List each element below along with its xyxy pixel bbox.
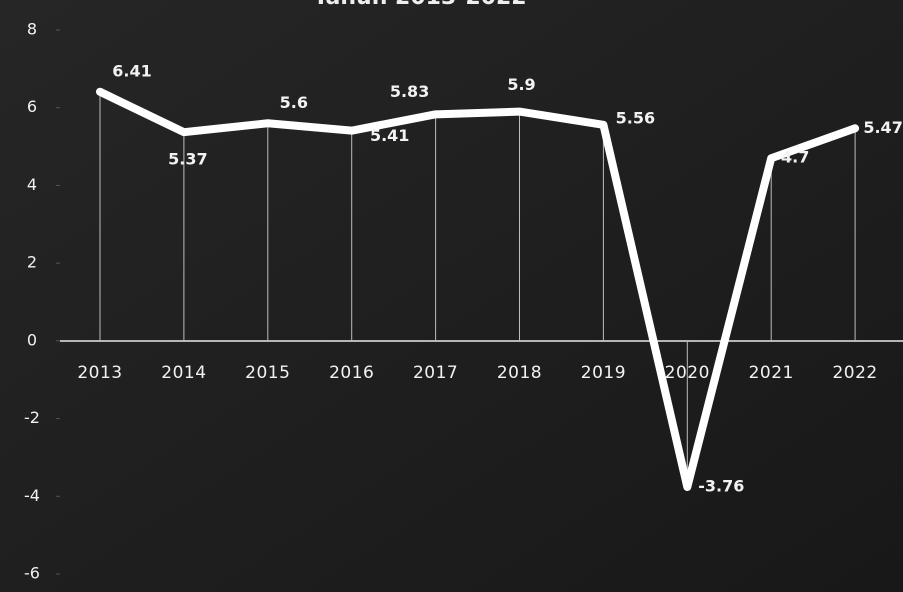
data-point — [348, 127, 355, 134]
data-point — [516, 108, 523, 115]
y-tick-label: -4 — [24, 486, 40, 505]
y-tick-label: 8 — [27, 20, 37, 39]
data-point — [97, 88, 103, 95]
x-tick-label: 2019 — [581, 363, 626, 383]
y-tick-label: 0 — [27, 330, 37, 349]
x-tick-label: 2018 — [497, 363, 542, 383]
y-tick-label: 6 — [27, 97, 37, 116]
y-tick-label: 2 — [27, 253, 37, 272]
x-tick-label: 2021 — [749, 363, 794, 383]
data-label: -3.76 — [698, 476, 744, 495]
data-label: 6.41 — [112, 61, 151, 80]
data-label: 5.37 — [168, 150, 207, 169]
x-tick-label: 2016 — [329, 363, 374, 383]
data-label: 5.47 — [863, 118, 902, 137]
y-tick-label: -2 — [24, 408, 40, 427]
data-point — [180, 129, 187, 136]
y-tick-label: -6 — [24, 564, 40, 583]
data-label: 5.56 — [616, 108, 655, 127]
data-point — [684, 483, 691, 490]
data-point — [852, 125, 859, 132]
data-label: 5.83 — [390, 82, 429, 101]
data-line — [96, 87, 860, 491]
data-label: 5.41 — [370, 126, 409, 145]
chart-title: Tahun 2013-2022 — [313, 0, 526, 10]
x-tick-label: 2015 — [245, 363, 290, 383]
data-label: 4.7 — [781, 148, 809, 167]
data-label: 5.9 — [507, 75, 535, 94]
data-point — [600, 121, 607, 128]
data-point — [432, 111, 439, 118]
data-label: 5.6 — [280, 93, 308, 112]
x-tick-label: 2014 — [161, 363, 206, 383]
x-tick-label: 2013 — [77, 363, 122, 383]
x-tick-label: 2017 — [413, 363, 458, 383]
data-point — [768, 155, 775, 162]
data-point — [264, 120, 271, 127]
y-tick-label: 4 — [27, 175, 37, 194]
x-tick-label: 2022 — [832, 363, 877, 383]
